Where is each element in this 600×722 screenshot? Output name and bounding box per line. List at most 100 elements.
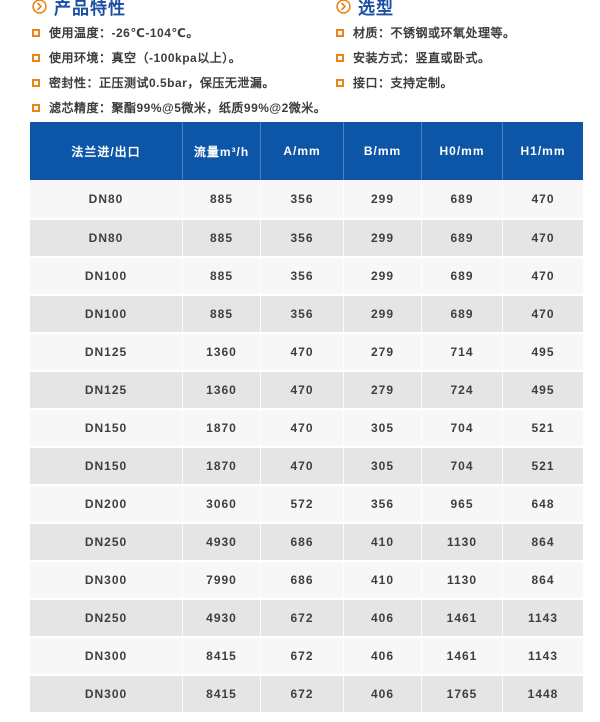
- table-cell: 4930: [182, 600, 260, 636]
- table-cell: 406: [343, 600, 421, 636]
- square-bullet-icon: [32, 78, 40, 87]
- table-cell: 356: [260, 220, 343, 256]
- table-row: DN80 885 356 299 689 470: [30, 218, 583, 256]
- table-cell: 410: [343, 562, 421, 598]
- table-cell: 470: [260, 448, 343, 484]
- table-cell: 714: [421, 334, 502, 370]
- table-cell: 1130: [421, 524, 502, 560]
- table-header-cell: 法兰进/出口: [71, 144, 141, 159]
- table-row: DN300 8415 672 406 1765 1448: [30, 674, 583, 712]
- table-cell: 356: [260, 258, 343, 294]
- table-cell: 572: [260, 486, 343, 522]
- table-cell: 495: [502, 372, 583, 408]
- table-cell: 470: [502, 296, 583, 332]
- table-cell: 689: [421, 296, 502, 332]
- feature-item-text: 接口：支持定制。: [353, 76, 454, 90]
- section-title: 产品特性: [54, 0, 126, 18]
- table-cell: 470: [260, 334, 343, 370]
- circle-arrow-icon: [32, 0, 47, 14]
- table-cell: 864: [502, 524, 583, 560]
- square-bullet-icon: [32, 103, 40, 112]
- feature-item: 使用温度：-26℃-104℃。: [32, 20, 326, 45]
- table-cell: 356: [260, 180, 343, 218]
- table-cell: 1765: [421, 676, 502, 712]
- table-cell: DN200: [84, 497, 128, 511]
- table-row: DN100 885 356 299 689 470: [30, 294, 583, 332]
- table-cell: DN100: [84, 269, 128, 283]
- table-cell: 305: [343, 410, 421, 446]
- table-row: DN300 7990 686 410 1130 864: [30, 560, 583, 598]
- table-cell: 8415: [182, 676, 260, 712]
- section-header: 选型: [336, 0, 516, 18]
- section-header: 产品特性: [32, 0, 326, 18]
- square-bullet-icon: [336, 78, 344, 87]
- table-cell: DN300: [84, 573, 128, 587]
- table-cell: 7990: [182, 562, 260, 598]
- feature-item-text: 使用环境：真空（-100kpa以上）。: [49, 51, 242, 65]
- product-features-section: 产品特性 使用温度：-26℃-104℃。 使用环境：真空（-100kpa以上）。密…: [32, 0, 326, 120]
- table-row: DN200 3060 572 356 965 648: [30, 484, 583, 522]
- table-cell: 689: [421, 258, 502, 294]
- table-cell: DN250: [84, 535, 128, 549]
- table-cell: 1130: [421, 562, 502, 598]
- square-bullet-icon: [32, 53, 40, 62]
- table-cell: 686: [260, 562, 343, 598]
- feature-item-text: 材质：不锈钢或环氧处理等。: [353, 26, 516, 40]
- table-cell: 648: [502, 486, 583, 522]
- table-row: DN250 4930 672 406 1461 1143: [30, 598, 583, 636]
- table-cell: DN80: [88, 231, 124, 245]
- features-list: 使用温度：-26℃-104℃。 使用环境：真空（-100kpa以上）。 密封性：正压…: [32, 20, 326, 120]
- table-cell: 885: [182, 180, 260, 218]
- table-row: DN80 885 356 299 689 470: [30, 180, 583, 218]
- table-header-row: 法兰进/出口 流量m³/h A/mm B/mm H0/mm H1/mm: [30, 122, 583, 180]
- table-cell: DN150: [84, 459, 128, 473]
- table-cell: 470: [260, 372, 343, 408]
- table-cell: 356: [260, 296, 343, 332]
- table-cell: 495: [502, 334, 583, 370]
- table-cell: 1143: [502, 600, 583, 636]
- spec-table: 法兰进/出口 流量m³/h A/mm B/mm H0/mm H1/mm DN80 885 35…: [30, 122, 583, 712]
- table-header-cell: B/mm: [343, 122, 421, 180]
- square-bullet-icon: [336, 28, 344, 37]
- table-cell: 724: [421, 372, 502, 408]
- table-cell: DN150: [84, 421, 128, 435]
- circle-arrow-icon: [336, 0, 351, 14]
- table-cell: 305: [343, 448, 421, 484]
- table-cell: 1461: [421, 638, 502, 674]
- feature-item-text: 滤芯精度：聚酯99%@5微米，纸质99%@2微米。: [49, 101, 327, 115]
- feature-item: 安装方式：竖直或卧式。: [336, 45, 516, 70]
- table-cell: DN300: [84, 649, 128, 663]
- table-cell: 4930: [182, 524, 260, 560]
- table-cell: 406: [343, 676, 421, 712]
- table-cell: 410: [343, 524, 421, 560]
- table-cell: 1448: [502, 676, 583, 712]
- table-cell: 686: [260, 524, 343, 560]
- table-row: DN100 885 356 299 689 470: [30, 256, 583, 294]
- table-cell: DN125: [84, 383, 128, 397]
- table-cell: 704: [421, 410, 502, 446]
- table-header-cell: 流量m³/h: [182, 122, 260, 180]
- feature-item-text: 安装方式：竖直或卧式。: [353, 51, 491, 65]
- table-cell: 1870: [182, 448, 260, 484]
- square-bullet-icon: [32, 28, 40, 37]
- table-cell: 1360: [182, 334, 260, 370]
- table-cell: 470: [502, 258, 583, 294]
- table-cell: 672: [260, 600, 343, 636]
- square-bullet-icon: [336, 53, 344, 62]
- table-cell: 299: [343, 220, 421, 256]
- feature-item: 滤芯精度：聚酯99%@5微米，纸质99%@2微米。: [32, 95, 326, 120]
- table-cell: 406: [343, 638, 421, 674]
- table-cell: DN300: [84, 687, 128, 701]
- table-cell: DN100: [84, 307, 128, 321]
- table-row: DN125 1360 470 279 714 495: [30, 332, 583, 370]
- table-cell: 356: [343, 486, 421, 522]
- table-header-cell: H1/mm: [502, 122, 583, 180]
- table-cell: 704: [421, 448, 502, 484]
- table-cell: 965: [421, 486, 502, 522]
- table-cell: 3060: [182, 486, 260, 522]
- table-cell: 1461: [421, 600, 502, 636]
- table-cell: 689: [421, 220, 502, 256]
- section-title: 选型: [358, 0, 394, 18]
- feature-item: 接口：支持定制。: [336, 70, 516, 95]
